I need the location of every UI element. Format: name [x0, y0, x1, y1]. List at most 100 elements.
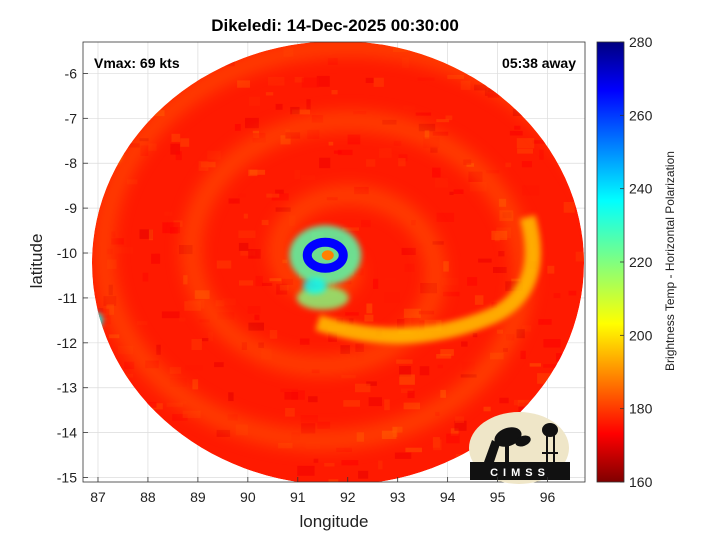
texture-cell — [172, 414, 188, 421]
texture-cell — [584, 479, 594, 487]
texture-cell — [187, 300, 205, 309]
logo-base-bar — [470, 462, 570, 480]
texture-cell — [474, 295, 484, 305]
texture-cell — [443, 261, 449, 272]
texture-cell — [498, 251, 505, 257]
texture-cell — [342, 227, 359, 231]
texture-cell — [384, 277, 397, 281]
texture-cell — [162, 222, 180, 234]
texture-cell — [563, 202, 575, 213]
texture-cell — [405, 447, 422, 453]
texture-cell — [266, 193, 280, 198]
texture-cell — [169, 378, 187, 387]
texture-cell — [192, 379, 199, 390]
texture-cell — [216, 429, 231, 437]
storm-features — [92, 42, 584, 448]
texture-cell — [243, 213, 248, 219]
texture-cell — [474, 84, 487, 91]
texture-cell — [467, 277, 478, 286]
texture-cell — [399, 374, 415, 385]
texture-cell — [455, 416, 465, 423]
texture-cell — [505, 281, 523, 292]
texture-cell — [403, 308, 421, 318]
texture-cell — [166, 402, 183, 407]
texture-cell — [111, 238, 124, 245]
texture-cell — [262, 282, 273, 286]
texture-cell — [191, 339, 202, 350]
texture-cell — [93, 282, 99, 290]
texture-cell — [432, 167, 441, 178]
plot-area: Vmax: 69 kts 05:38 away CIMSS — [82, 41, 594, 487]
y-tick-label: -6 — [65, 65, 78, 81]
texture-cell — [358, 470, 369, 479]
texture-cell — [261, 219, 269, 226]
texture-cell — [214, 362, 224, 368]
texture-cell — [522, 185, 540, 196]
y-tick-label: -12 — [57, 335, 77, 351]
colorbar: 280 260 240 220 200 180 160 Brightness Temp - … — [596, 34, 677, 490]
texture-cell — [543, 339, 561, 348]
texture-cell — [265, 92, 274, 96]
texture-cell — [493, 267, 507, 273]
texture-cell — [198, 161, 209, 171]
colorbar-tick-label: 160 — [629, 474, 653, 490]
texture-cell — [126, 179, 138, 185]
texture-cell — [398, 154, 408, 162]
texture-cell — [161, 311, 180, 319]
texture-cell — [442, 277, 459, 286]
y-tick-label: -9 — [65, 200, 78, 216]
texture-cell — [254, 314, 260, 321]
y-tick-label: -10 — [57, 245, 77, 261]
texture-cell — [440, 389, 446, 398]
texture-cell — [280, 388, 298, 393]
texture-cell — [446, 433, 460, 444]
texture-cell — [578, 234, 584, 246]
texture-cell — [460, 80, 471, 90]
time-away-label: 05:38 away — [502, 55, 576, 71]
texture-cell — [401, 57, 409, 69]
texture-cell — [432, 131, 449, 136]
texture-cell — [547, 265, 555, 274]
texture-cell — [415, 112, 432, 116]
texture-cell — [396, 359, 413, 364]
texture-cell — [355, 383, 371, 393]
water-tower-icon — [542, 423, 558, 463]
texture-cell — [345, 312, 359, 316]
spiral-structure — [95, 42, 584, 448]
texture-cell — [299, 338, 310, 345]
texture-cell — [279, 285, 289, 291]
x-tick-label: 95 — [490, 489, 506, 505]
storm-eye — [321, 250, 334, 261]
texture-cell — [336, 447, 352, 452]
texture-cell — [319, 157, 331, 169]
vmax-label: Vmax: 69 kts — [94, 55, 180, 71]
texture-cell — [306, 99, 311, 110]
colorbar-tick-label: 180 — [629, 401, 653, 417]
x-tick-label: 92 — [340, 489, 356, 505]
texture-cell — [317, 421, 331, 429]
x-tick-label: 96 — [540, 489, 556, 505]
texture-cell — [347, 134, 361, 145]
texture-cell — [522, 325, 532, 332]
texture-cell — [247, 306, 261, 314]
texture-cell — [115, 247, 133, 254]
x-axis-label: longitude — [299, 512, 368, 531]
colorbar-tick-label: 240 — [629, 181, 653, 197]
texture-cell — [366, 159, 376, 167]
texture-cell — [390, 220, 395, 231]
texture-cell — [290, 106, 300, 115]
texture-cell — [151, 253, 161, 264]
texture-cell — [148, 229, 153, 241]
texture-cell — [397, 319, 405, 330]
texture-cell — [341, 460, 359, 466]
texture-cell — [491, 230, 508, 240]
texture-cell — [275, 207, 291, 212]
texture-cell — [337, 149, 353, 156]
texture-cell — [417, 77, 435, 81]
texture-cell — [222, 298, 236, 306]
texture-cell — [379, 148, 392, 158]
texture-cell — [496, 329, 503, 334]
texture-cell — [512, 109, 523, 116]
texture-cell — [170, 143, 180, 155]
colorbar-tick-label: 260 — [629, 107, 653, 123]
